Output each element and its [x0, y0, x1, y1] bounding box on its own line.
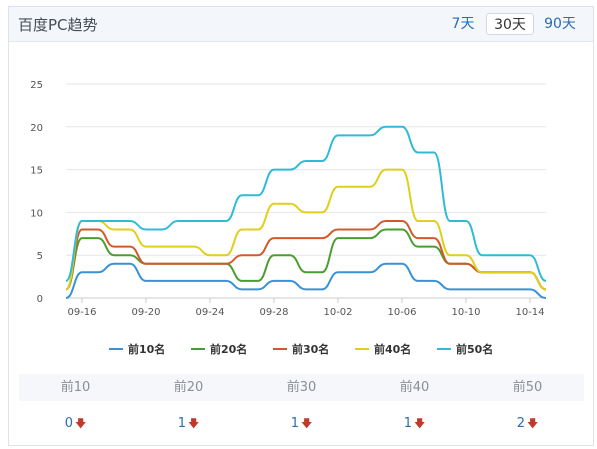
y-tick-label: 15: [30, 166, 43, 177]
stats-cell-top40: 1 🡇: [358, 415, 471, 433]
x-tick-label: 09-20: [131, 307, 160, 318]
x-tick-label: 10-10: [451, 307, 480, 318]
down-arrow-icon: 🡇: [300, 417, 313, 430]
down-arrow-icon: 🡇: [187, 417, 200, 430]
legend-item-label: 前20名: [210, 342, 247, 356]
stats-header-top10: 前10: [60, 380, 91, 395]
series-line-3: [65, 219, 547, 291]
x-tick-label: 09-24: [195, 307, 224, 318]
trend-line-chart: 0 5 10 15 20 25 09-16 09-20 09-24 09-28 10-02 10-06…: [30, 80, 547, 356]
down-arrow-icon: 🡇: [413, 417, 426, 430]
down-arrow-icon: 🡇: [526, 417, 539, 430]
down-arrow-icon: 🡇: [74, 417, 87, 430]
stats-header-row: 前10 前20 前30 前40 前50: [19, 374, 584, 401]
range-30-days-button[interactable]: 30天: [486, 13, 534, 35]
stats-header-top20: 前20: [173, 380, 204, 395]
stats-header-top30: 前30: [286, 380, 317, 395]
stats-cell-top10: 0 🡇: [19, 415, 132, 433]
x-tick-label: 09-28: [259, 307, 288, 318]
stats-cell-top30: 1 🡇: [245, 415, 358, 433]
panel-title: 百度PC趋势: [18, 16, 98, 34]
y-tick-label: 5: [37, 251, 43, 262]
y-tick-label: 10: [30, 208, 43, 219]
legend-item-label: 前50名: [456, 342, 493, 356]
range-90-days-button[interactable]: 90天: [544, 16, 576, 32]
legend-item-label: 前40名: [374, 342, 411, 356]
stats-header-top40: 前40: [399, 380, 430, 395]
x-tick-label: 09-16: [67, 307, 96, 318]
x-tick-label: 10-06: [387, 307, 416, 318]
y-tick-label: 20: [30, 123, 43, 134]
legend-item-label: 前10名: [128, 342, 165, 356]
stats-value-top30[interactable]: 1: [290, 416, 299, 431]
x-tick-label: 10-02: [323, 307, 352, 318]
stats-cell-top50: 2 🡇: [471, 415, 584, 433]
rank-stats-table: 前10 前20 前30 前40 前50 0 🡇 1 🡇 1 🡇 1 🡇 2 🡇: [19, 374, 584, 433]
y-tick-label: 0: [37, 294, 43, 305]
range-7-days-button[interactable]: 7天: [451, 16, 475, 32]
x-tick-label: 10-14: [515, 307, 544, 318]
series-line-4: [65, 168, 547, 291]
stats-cell-top20: 1 🡇: [132, 415, 245, 433]
series-line-5: [65, 125, 547, 282]
stats-value-top50[interactable]: 2: [516, 416, 525, 431]
y-tick-label: 25: [30, 80, 43, 91]
stats-value-row: 0 🡇 1 🡇 1 🡇 1 🡇 2 🡇: [19, 415, 584, 433]
stats-header-top50: 前50: [512, 380, 543, 395]
stats-value-top20[interactable]: 1: [177, 416, 186, 431]
panel-header: 百度PC趋势 7天 30天 90天: [9, 7, 593, 42]
trend-panel: 百度PC趋势 7天 30天 90天 0 5 10 15 20 25 09-16 09-20 09…: [8, 6, 594, 446]
legend-item-label: 前30名: [292, 342, 329, 356]
stats-value-top10[interactable]: 0: [64, 416, 73, 431]
series-line-1: [65, 262, 547, 299]
stats-value-top40[interactable]: 1: [403, 416, 412, 431]
